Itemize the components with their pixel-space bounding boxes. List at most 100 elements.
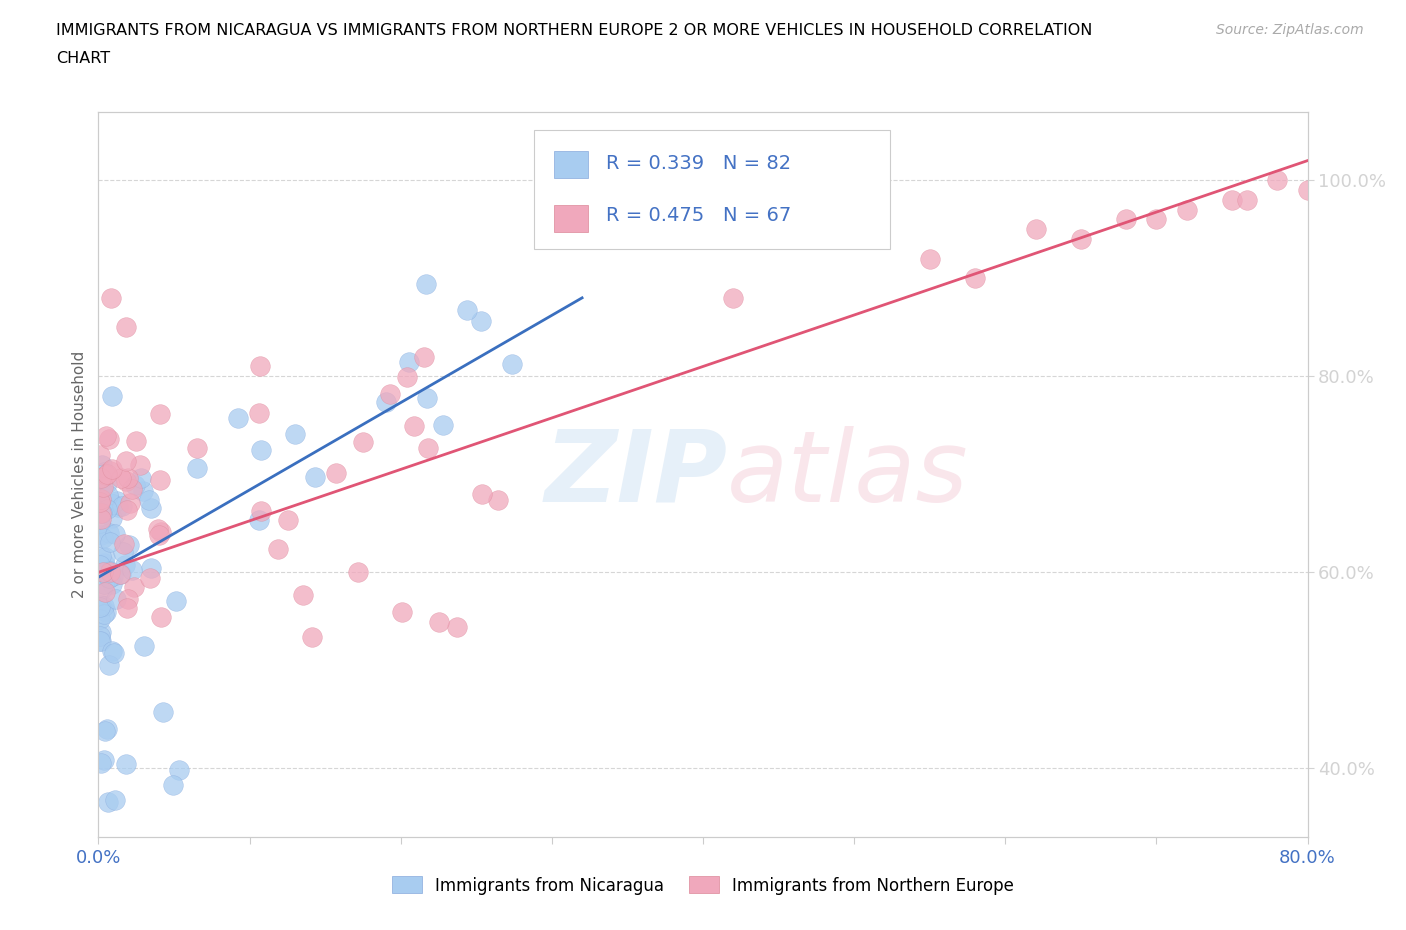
Point — [284, 427, 307, 442]
Point — [304, 470, 326, 485]
Point — [97, 570, 120, 585]
Point — [90, 481, 112, 496]
Text: R = 0.339   N = 82: R = 0.339 N = 82 — [606, 153, 792, 173]
Point — [115, 473, 138, 488]
Point — [93, 577, 115, 591]
Point — [186, 461, 208, 476]
Point — [94, 428, 117, 443]
Point — [1070, 232, 1092, 246]
Point — [150, 525, 173, 539]
Point — [501, 357, 523, 372]
Point — [101, 497, 124, 512]
Point — [89, 629, 111, 644]
Point — [96, 476, 118, 491]
Point — [98, 565, 121, 579]
Point — [169, 763, 191, 777]
Point — [413, 350, 436, 365]
Point — [121, 563, 143, 578]
Point — [226, 410, 249, 425]
Point — [101, 389, 124, 404]
Point — [149, 473, 172, 488]
Point — [104, 591, 127, 606]
Point — [1236, 193, 1258, 207]
Point — [91, 582, 114, 597]
Point — [247, 405, 270, 420]
Point — [138, 492, 160, 507]
Point — [110, 567, 132, 582]
Point — [112, 544, 135, 559]
Point — [90, 505, 112, 520]
Point — [115, 502, 138, 517]
Point — [96, 467, 118, 482]
Point — [396, 369, 419, 384]
Point — [249, 512, 271, 527]
Point — [277, 512, 299, 527]
Point — [117, 471, 139, 485]
Point — [471, 486, 494, 501]
Point — [1115, 212, 1137, 227]
Point — [103, 645, 125, 660]
Point — [380, 387, 402, 402]
Point — [418, 441, 440, 456]
Point — [98, 525, 121, 540]
Point — [97, 794, 120, 809]
Point — [90, 491, 112, 506]
Point — [90, 755, 112, 770]
Point — [152, 705, 174, 720]
Point — [267, 541, 290, 556]
Text: CHART: CHART — [56, 51, 110, 66]
Point — [325, 466, 347, 481]
Point — [101, 461, 124, 476]
Point — [91, 480, 114, 495]
Point — [105, 493, 128, 508]
Point — [89, 447, 111, 462]
Point — [486, 493, 509, 508]
Point — [96, 722, 118, 737]
Point — [249, 358, 271, 373]
Point — [402, 418, 425, 433]
Point — [108, 566, 131, 581]
Point — [427, 615, 450, 630]
Point — [114, 454, 136, 469]
Point — [104, 792, 127, 807]
Point — [347, 565, 370, 580]
Text: Source: ZipAtlas.com: Source: ZipAtlas.com — [1216, 23, 1364, 37]
Point — [101, 577, 124, 591]
Point — [89, 558, 111, 573]
Point — [149, 406, 172, 421]
Point — [90, 471, 112, 485]
Point — [125, 433, 148, 448]
Point — [90, 597, 112, 612]
Text: IMMIGRANTS FROM NICARAGUA VS IMMIGRANTS FROM NORTHERN EUROPE 2 OR MORE VEHICLES : IMMIGRANTS FROM NICARAGUA VS IMMIGRANTS … — [56, 23, 1092, 38]
Text: atlas: atlas — [727, 426, 969, 523]
Point — [91, 565, 114, 579]
Point — [97, 658, 120, 672]
Point — [89, 600, 111, 615]
Y-axis label: 2 or more Vehicles in Household: 2 or more Vehicles in Household — [72, 351, 87, 598]
Point — [98, 432, 121, 446]
Point — [132, 638, 155, 653]
Point — [416, 391, 439, 405]
Point — [90, 512, 112, 526]
Point — [121, 482, 143, 497]
Point — [139, 570, 162, 585]
Point — [1220, 193, 1243, 207]
Point — [90, 634, 112, 649]
Point — [89, 493, 111, 508]
Point — [89, 494, 111, 509]
Point — [94, 584, 117, 599]
Point — [90, 458, 112, 472]
Point — [141, 561, 163, 576]
Point — [1144, 212, 1167, 227]
Point — [101, 512, 124, 526]
Point — [89, 612, 111, 627]
Point — [90, 549, 112, 564]
Point — [100, 564, 122, 578]
Point — [94, 550, 117, 565]
Point — [94, 604, 117, 619]
Point — [114, 319, 136, 334]
Point — [93, 606, 115, 621]
FancyBboxPatch shape — [534, 130, 890, 249]
Point — [104, 526, 127, 541]
Point — [93, 465, 115, 480]
